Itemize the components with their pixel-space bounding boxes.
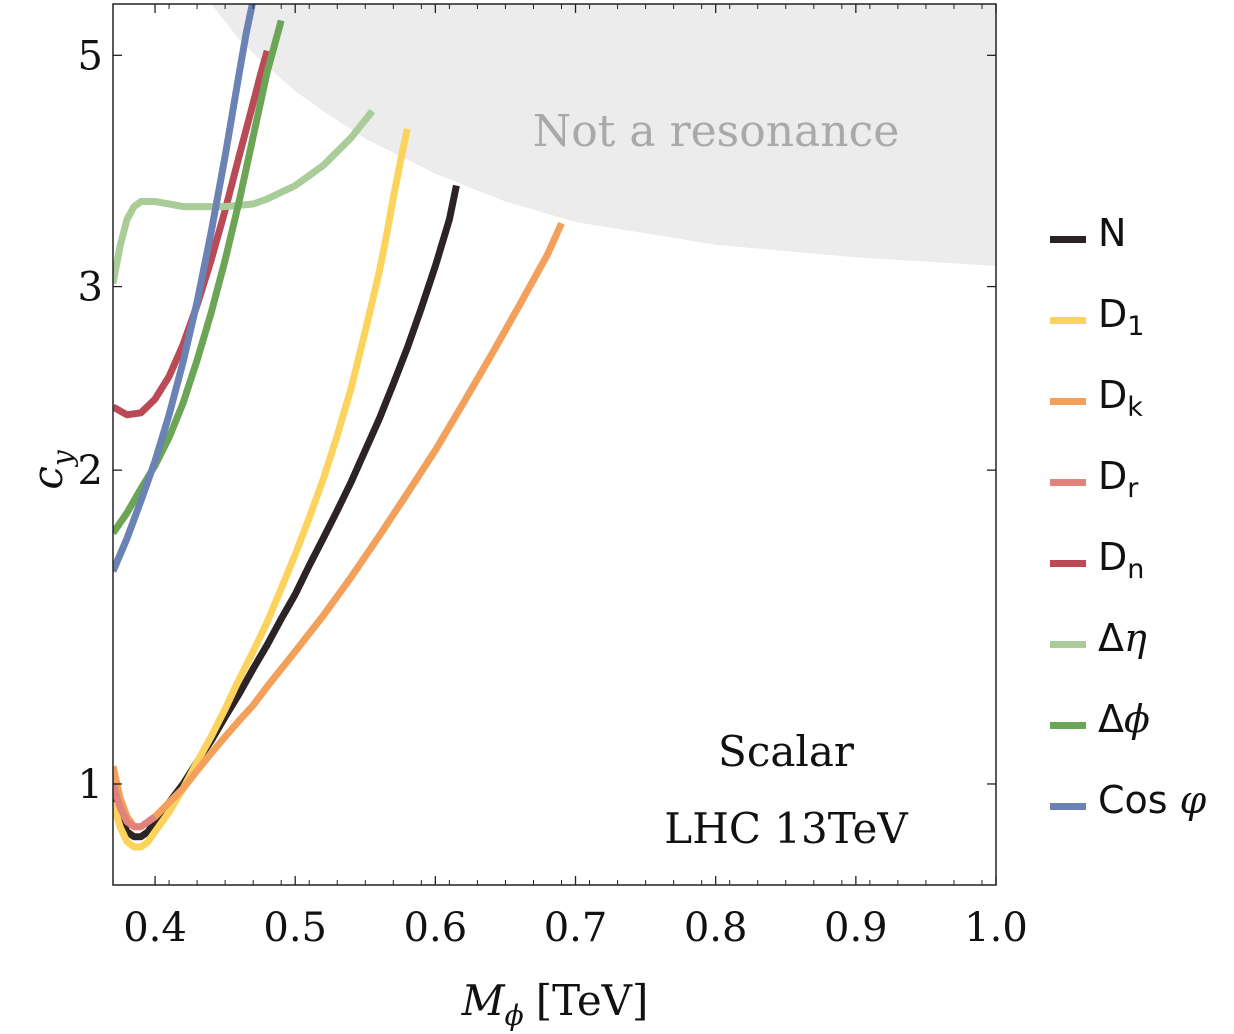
- legend-swatch: [1050, 236, 1086, 243]
- legend-item-dr: Dr: [1050, 454, 1139, 504]
- legend-item-cos-varphi: Cos φ: [1050, 778, 1207, 822]
- y-axis-title: cy: [23, 449, 79, 490]
- x-tick-label: 0.7: [544, 905, 608, 951]
- exclusion-region: [211, 4, 996, 266]
- legend-swatch: [1050, 479, 1086, 486]
- exclusion-label: Not a resonance: [533, 106, 900, 157]
- legend-item-dk: Dk: [1050, 373, 1143, 423]
- x-tick-label: 0.5: [263, 905, 327, 951]
- legend-label: Cos φ: [1098, 778, 1207, 822]
- legend-label: N: [1098, 211, 1126, 255]
- series-line-n: [113, 184, 460, 841]
- series-line-delta-eta: [113, 108, 376, 285]
- legend-swatch: [1050, 722, 1086, 729]
- legend-label: Δϕ: [1098, 697, 1150, 741]
- series-line-d1: [113, 128, 411, 851]
- x-axis-title: Mϕ [TeV]: [461, 976, 649, 1032]
- legend-swatch: [1050, 560, 1086, 567]
- y-tick-label: 2: [78, 448, 103, 494]
- legend-item-n: N: [1050, 211, 1126, 255]
- legend-swatch: [1050, 317, 1086, 324]
- legend-item-delta-phi: Δϕ: [1050, 697, 1150, 741]
- annotation-scalar: Scalar: [718, 727, 855, 776]
- x-tick-label: 0.6: [404, 905, 468, 951]
- plot-frame: [112, 3, 997, 886]
- series-line-cos-varphi: [113, 4, 256, 573]
- legend-label: Δη: [1098, 616, 1147, 660]
- legend-item-d1: D1: [1050, 292, 1144, 342]
- annotation-lhc: LHC 13TeV: [664, 804, 908, 853]
- y-tick-label: 5: [78, 33, 103, 79]
- legend-swatch: [1050, 398, 1086, 405]
- tick-layer: 0.4 0.5 0.6 0.7 0.8 0.9 1.0 1 2 3 5: [78, 4, 1028, 951]
- legend-label: Dr: [1098, 454, 1139, 504]
- y-tick-label: 1: [78, 762, 103, 808]
- legend-swatch: [1050, 803, 1086, 810]
- series-layer: [113, 4, 565, 851]
- legend-item-delta-eta: Δη: [1050, 616, 1147, 660]
- legend-label: Dn: [1098, 535, 1144, 585]
- x-tick-label: 0.4: [123, 905, 187, 951]
- series-line-dr: [113, 782, 158, 831]
- legend: N D1 Dk Dr Dn Δη Δϕ Cos φ: [1050, 211, 1207, 822]
- x-tick-label: 0.8: [684, 905, 748, 951]
- x-tick-label: 0.9: [824, 905, 888, 951]
- legend-item-dn: Dn: [1050, 535, 1144, 585]
- legend-label: Dk: [1098, 373, 1143, 423]
- x-tick-label: 1.0: [964, 905, 1028, 951]
- legend-label: D1: [1098, 292, 1144, 342]
- legend-swatch: [1050, 641, 1086, 648]
- y-tick-label: 3: [78, 265, 103, 311]
